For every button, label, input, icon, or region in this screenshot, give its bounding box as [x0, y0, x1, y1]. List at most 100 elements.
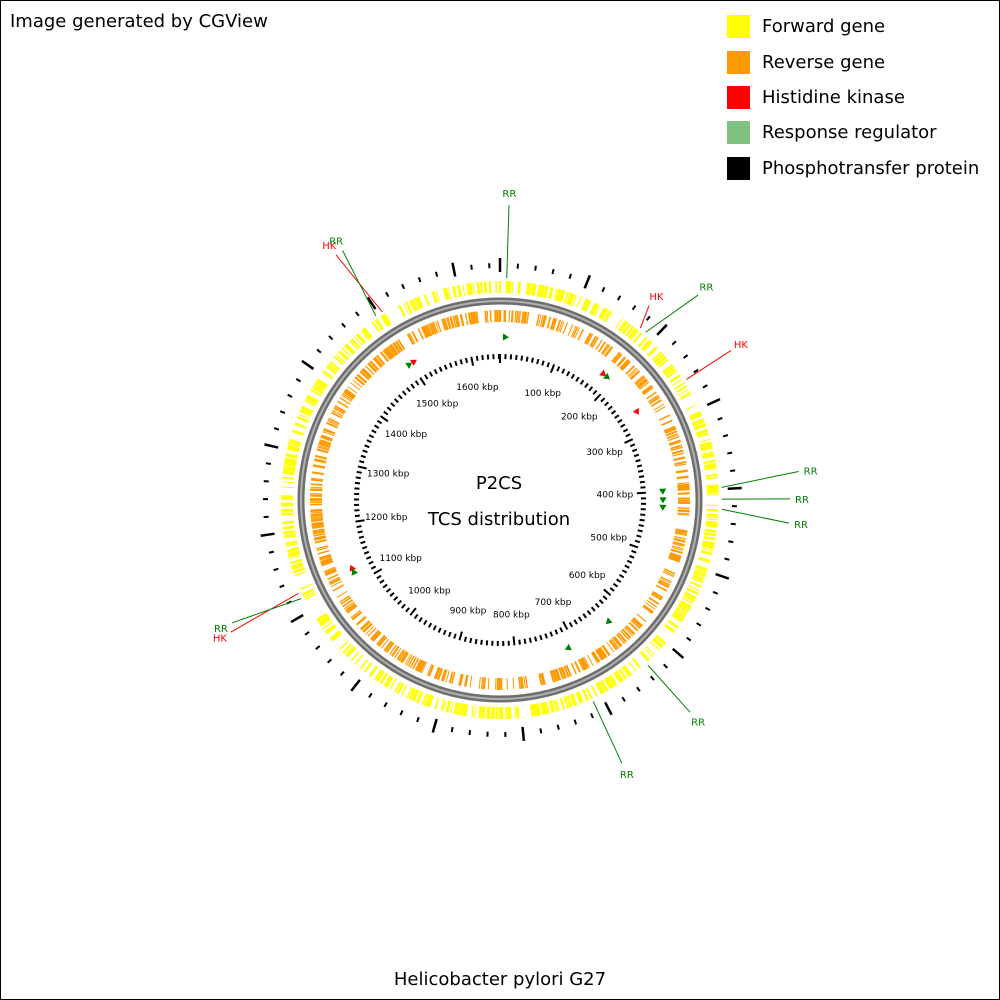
- inner-tick-minor: [639, 480, 645, 484]
- reverse-gene: [388, 345, 398, 356]
- inner-tick-minor: [634, 539, 641, 544]
- inner-tick-major: [379, 415, 389, 423]
- forward-gene: [690, 413, 703, 421]
- forward-gene: [507, 706, 511, 719]
- forward-gene: [283, 465, 296, 470]
- reverse-gene: [558, 320, 563, 333]
- outer-tick-major: [656, 323, 668, 336]
- outer-tick-minor: [631, 304, 637, 311]
- reverse-gene: [369, 360, 380, 371]
- forward-gene: [676, 384, 688, 394]
- forward-gene: [373, 669, 383, 681]
- forward-gene: [325, 365, 337, 375]
- inner-tick-minor: [609, 587, 615, 592]
- inner-tick-minor: [474, 638, 478, 645]
- forward-gene: [292, 566, 306, 574]
- forward-gene: [572, 693, 578, 706]
- reverse-gene: [574, 327, 581, 339]
- forward-gene: [424, 694, 430, 706]
- forward-gene: [590, 685, 598, 697]
- inner-tick-minor: [389, 592, 395, 597]
- reverse-gene: [606, 642, 615, 653]
- reverse-gene: [663, 570, 675, 576]
- reverse-gene: [391, 645, 400, 657]
- inner-tick-minor: [600, 397, 606, 403]
- reverse-gene: [658, 414, 671, 421]
- reverse-gene: [327, 418, 340, 425]
- forward-gene: [678, 388, 690, 396]
- forward-gene: [684, 591, 697, 600]
- inner-tick-minor: [637, 469, 644, 473]
- reverse-gene: [431, 321, 439, 334]
- forward-gene: [706, 508, 719, 512]
- reverse-gene: [351, 611, 363, 621]
- reverse-gene: [668, 556, 681, 563]
- outer-tick-minor: [316, 348, 322, 354]
- forward-gene: [675, 609, 687, 617]
- forward-gene: [637, 336, 647, 347]
- reverse-gene: [330, 411, 343, 419]
- forward-gene: [289, 558, 303, 565]
- inner-tick-major: [593, 393, 602, 402]
- reverse-gene: [310, 488, 323, 492]
- forward-gene: [453, 702, 458, 715]
- reverse-gene: [373, 357, 383, 368]
- tick-label: 1000 kbp: [408, 587, 451, 597]
- forward-gene: [282, 476, 295, 480]
- forward-gene: [322, 369, 334, 379]
- forward-gene: [326, 625, 337, 635]
- reverse-gene: [355, 616, 367, 626]
- forward-gene: [666, 369, 678, 379]
- forward-gene: [285, 542, 298, 547]
- feature-callout-label: RR: [214, 624, 228, 635]
- inner-tick-minor: [584, 382, 589, 389]
- histidine-kinase-marker: [599, 369, 607, 377]
- forward-gene: [703, 535, 716, 540]
- reverse-gene: [312, 526, 325, 530]
- forward-gene: [405, 686, 413, 699]
- legend-swatch-reverse-gene: [727, 50, 750, 74]
- forward-gene: [283, 529, 296, 534]
- reverse-gene: [552, 318, 558, 331]
- tick-label: 800 kbp: [493, 610, 530, 620]
- reverse-gene: [311, 519, 324, 522]
- reverse-gene: [671, 449, 684, 455]
- reverse-gene: [318, 553, 332, 560]
- forward-gene: [476, 282, 481, 295]
- forward-gene: [376, 670, 385, 682]
- forward-gene: [361, 329, 371, 340]
- forward-gene: [354, 654, 364, 665]
- reverse-gene: [435, 667, 441, 680]
- forward-gene: [566, 695, 573, 708]
- inner-tick-minor: [397, 394, 403, 400]
- reverse-gene: [389, 644, 398, 656]
- forward-gene: [431, 291, 438, 304]
- forward-gene: [479, 281, 482, 294]
- forward-gene: [285, 454, 298, 459]
- legend-item-phosphotransfer-protein: Phosphotransfer protein: [727, 151, 979, 186]
- reverse-gene: [328, 576, 340, 583]
- forward-gene: [417, 691, 424, 704]
- reverse-gene: [427, 664, 434, 677]
- forward-gene: [525, 282, 530, 295]
- credit-text: Image generated by CGView: [10, 11, 268, 32]
- outer-tick-minor: [712, 590, 719, 595]
- forward-gene: [478, 705, 482, 719]
- reverse-gene: [650, 399, 662, 407]
- forward-gene: [435, 290, 441, 303]
- forward-gene: [566, 292, 572, 305]
- forward-gene: [655, 635, 666, 645]
- reverse-gene: [652, 590, 664, 599]
- forward-gene: [679, 601, 692, 609]
- outer-tick-minor: [354, 311, 360, 317]
- reverse-gene: [526, 312, 530, 325]
- outer-tick-minor: [287, 393, 293, 398]
- reverse-gene: [627, 367, 637, 377]
- outer-tick-minor: [327, 658, 333, 664]
- outer-tick-minor: [702, 384, 708, 389]
- reverse-gene: [586, 654, 594, 666]
- reverse-gene: [670, 548, 683, 554]
- reverse-gene: [668, 554, 681, 561]
- reverse-gene: [383, 349, 392, 360]
